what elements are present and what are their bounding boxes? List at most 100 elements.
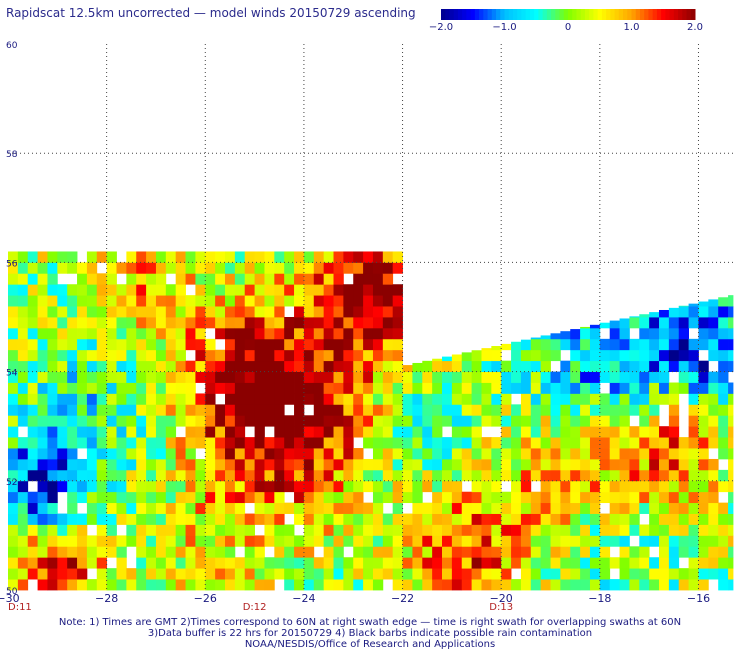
heatmap-cell	[303, 338, 315, 351]
heatmap-cell	[155, 480, 167, 493]
heatmap-cell	[323, 513, 334, 525]
heatmap-cell	[580, 338, 591, 351]
heatmap-cell	[353, 251, 364, 263]
heatmap-cell	[303, 327, 315, 340]
heatmap-cell	[264, 251, 275, 263]
heatmap-cell	[678, 458, 690, 471]
heatmap-cell	[77, 579, 88, 591]
heatmap-cell	[353, 327, 364, 340]
heatmap-cell	[264, 284, 275, 296]
heatmap-cell	[284, 327, 295, 340]
heatmap-cell	[244, 546, 255, 558]
colorbar-segment	[690, 9, 696, 20]
heatmap-cell	[86, 415, 98, 427]
heatmap-cell	[234, 513, 246, 525]
heatmap-cell	[313, 426, 325, 438]
heatmap-cell	[225, 295, 236, 307]
heatmap-cell	[520, 437, 532, 449]
heatmap-cell	[363, 546, 374, 558]
heatmap-cell	[609, 513, 620, 525]
heatmap-cell	[432, 393, 443, 405]
heatmap-cell	[382, 317, 394, 329]
heatmap-cell	[106, 349, 117, 362]
heatmap-cell	[57, 513, 68, 525]
heatmap-cell	[244, 251, 255, 263]
heatmap-cell	[343, 535, 354, 547]
heatmap-cell	[580, 458, 591, 471]
heatmap-cell	[303, 557, 315, 569]
heatmap-cell	[442, 480, 453, 493]
heatmap-cell	[639, 458, 650, 471]
heatmap-cell	[165, 371, 177, 383]
heatmap-cell	[175, 338, 186, 351]
heatmap-cell	[264, 480, 275, 493]
heatmap-cell	[8, 535, 19, 547]
heatmap-cell	[274, 524, 285, 536]
heatmap-cell	[698, 371, 709, 383]
heatmap-cell	[323, 448, 334, 460]
heatmap-cell	[165, 393, 177, 405]
heatmap-cell	[708, 327, 719, 340]
heatmap-cell	[540, 404, 551, 416]
heatmap-cell	[491, 535, 502, 547]
heatmap-cell	[659, 557, 670, 569]
heatmap-cell	[77, 426, 88, 438]
heatmap-cell	[225, 458, 236, 471]
heatmap-cell	[126, 415, 137, 427]
heatmap-cell	[155, 349, 167, 362]
heatmap-cell	[530, 360, 542, 372]
heatmap-cell	[442, 371, 453, 383]
heatmap-cell	[155, 382, 167, 394]
heatmap-cell	[688, 437, 699, 449]
heatmap-cell	[481, 513, 492, 525]
heatmap-cell	[471, 568, 482, 580]
heatmap-cell	[392, 480, 403, 493]
heatmap-cell	[540, 557, 551, 569]
heatmap-cell	[659, 579, 670, 591]
heatmap-cell	[708, 349, 719, 362]
heatmap-cell	[540, 502, 551, 514]
note-line-1: Note: 1) Times are GMT 2)Times correspon…	[58, 617, 682, 628]
heatmap-cell	[215, 295, 226, 307]
heatmap-cell	[294, 557, 305, 569]
heatmap-cell	[77, 382, 88, 394]
heatmap-cell	[333, 579, 344, 591]
heatmap-cell	[530, 502, 542, 514]
heatmap-cell	[589, 338, 601, 351]
heatmap-cell	[185, 295, 196, 307]
colorbar-segment	[593, 9, 599, 20]
heatmap-cell	[471, 404, 482, 416]
heatmap-cell	[639, 415, 650, 427]
heatmap-cell	[688, 317, 699, 329]
heatmap-cell	[363, 338, 374, 351]
heatmap-cell	[303, 458, 315, 471]
heatmap-cell	[146, 327, 157, 340]
x-tick-label: −18	[588, 592, 611, 605]
heatmap-cell	[698, 437, 709, 449]
heatmap-cell	[481, 546, 492, 558]
colorbar-segment	[614, 9, 620, 20]
heatmap-cell	[491, 448, 502, 460]
heatmap-cell	[392, 360, 403, 372]
heatmap-cell	[116, 404, 127, 416]
heatmap-cell	[649, 469, 660, 482]
colorbar-segment	[644, 9, 649, 20]
heatmap-cell	[728, 524, 734, 536]
heatmap-cell	[511, 524, 522, 536]
heatmap-cell	[254, 262, 265, 274]
heatmap-cell	[155, 469, 167, 482]
heatmap-cell	[67, 251, 78, 263]
heatmap-cell	[688, 338, 699, 351]
heatmap-cell	[589, 371, 601, 383]
heatmap-cell	[353, 317, 364, 329]
heatmap-cell	[284, 338, 295, 351]
heatmap-cell	[678, 535, 690, 547]
heatmap-cell	[37, 415, 48, 427]
heatmap-cell	[580, 437, 591, 449]
heatmap-cell	[225, 382, 236, 394]
colorbar-segment	[462, 9, 467, 20]
heatmap-cell	[491, 349, 502, 362]
heatmap-cell	[323, 480, 334, 493]
heatmap-cell	[106, 327, 117, 340]
heatmap-cell	[451, 382, 463, 394]
